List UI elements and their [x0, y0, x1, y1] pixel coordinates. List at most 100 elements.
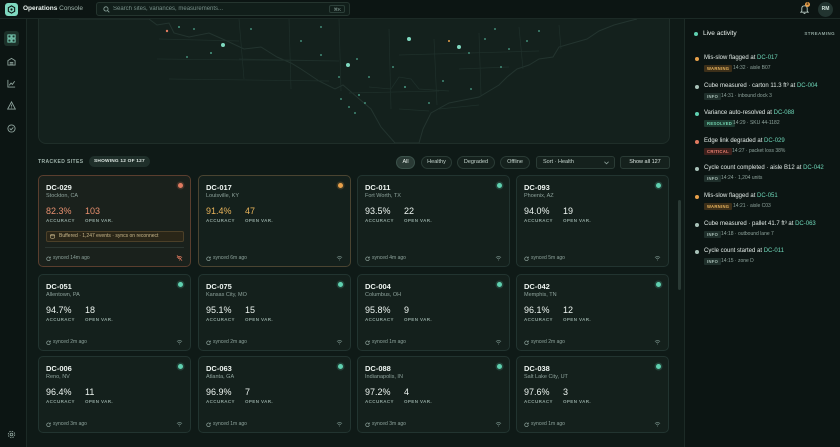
event-site-link[interactable]: DC-004	[796, 82, 818, 89]
site-location: Atlanta, GA	[206, 374, 235, 380]
event-site-link[interactable]: DC-017	[757, 55, 778, 61]
refresh-icon	[524, 256, 529, 261]
event-badge: WARNING	[704, 65, 733, 72]
activity-event[interactable]: Variance auto-resolved at DC-088 RESOLVED…	[695, 110, 840, 136]
filter-offline[interactable]: Offline	[500, 156, 530, 169]
site-card[interactable]: DC-042 Memphis, TN 96.1% 12 ACCURACY OPEN VAR…	[516, 274, 669, 351]
accuracy-label: ACCURACY	[365, 317, 394, 322]
event-meta: 14:18 · outbound lane 7	[721, 230, 774, 237]
accuracy-value: 94.7%	[46, 305, 72, 315]
nav-alerts[interactable]	[4, 98, 19, 113]
activity-event[interactable]: Cycle count completed · aisle B12 at DC-…	[695, 165, 840, 191]
event-message: Cube measured · carton 11.3 ft³ at	[704, 82, 797, 89]
status-dot	[178, 183, 183, 188]
site-card[interactable]: DC-006 Reno, NV 96.4% 11 ACCURACY OPEN VAR. sy…	[38, 356, 191, 433]
event-site-link[interactable]: DC-063	[795, 220, 816, 227]
nav-dashboard[interactable]	[4, 31, 19, 46]
activity-event[interactable]: Cube measured · carton 11.3 ft³ at DC-00…	[695, 83, 840, 109]
site-card[interactable]: DC-011 Fort Worth, TX 93.5% 22 ACCURACY OPEN …	[357, 175, 510, 267]
site-id: DC-017	[206, 183, 232, 192]
filter-all[interactable]: All	[396, 156, 415, 169]
accuracy-value: 95.1%	[206, 305, 232, 315]
database-icon	[50, 234, 55, 239]
search-input[interactable]	[113, 4, 313, 14]
event-site-link[interactable]: DC-029	[764, 137, 785, 144]
search-bar[interactable]: ⌘K	[96, 2, 350, 16]
wifi-icon	[654, 340, 661, 345]
sync-text: synced 6m ago	[213, 255, 247, 261]
nav-settings[interactable]	[4, 427, 19, 442]
sync-status: synced 1m ago	[206, 421, 247, 427]
warehouse-icon	[7, 57, 16, 66]
site-location: Louisville, KY	[206, 193, 240, 199]
accuracy-label: ACCURACY	[524, 399, 553, 404]
sync-status: synced 6m ago	[206, 255, 247, 261]
event-site-link[interactable]: DC-011	[763, 248, 784, 255]
activity-event[interactable]: Cube measured · pallet 41.7 ft³ at DC-06…	[695, 221, 840, 247]
site-card[interactable]: DC-063 Atlanta, GA 96.9% 7 ACCURACY OPEN VAR.…	[198, 356, 351, 433]
status-dot	[656, 364, 661, 369]
refresh-icon	[46, 422, 51, 427]
settings-icon	[7, 430, 16, 439]
wifi-icon	[495, 422, 502, 427]
accuracy-label: ACCURACY	[206, 317, 235, 322]
event-dot	[695, 167, 699, 172]
accuracy-label: ACCURACY	[206, 399, 235, 404]
site-map[interactable]	[38, 19, 670, 144]
open-variance-value: 12	[563, 305, 574, 315]
nav-warehouses[interactable]	[4, 54, 19, 69]
open-variance-value: 103	[85, 206, 101, 216]
refresh-icon	[524, 422, 529, 427]
event-site-link[interactable]: DC-088	[773, 110, 795, 117]
event-site-link[interactable]: DC-042	[803, 165, 824, 172]
avatar[interactable]: RM	[818, 2, 833, 17]
buffer-text: Buffered · 1,247 events · syncs on recon…	[59, 233, 159, 239]
activity-event[interactable]: Edge link degraded at DC-029 CRITICAL 14:2…	[695, 138, 840, 164]
site-card[interactable]: DC-075 Kansas City, MO 95.1% 15 ACCURACY OPEN…	[198, 274, 351, 351]
nav-checks[interactable]	[4, 121, 19, 136]
accuracy-label: ACCURACY	[365, 399, 394, 404]
event-site-link[interactable]: DC-051	[757, 193, 778, 199]
site-id: DC-029	[46, 183, 72, 192]
open-variance-value: 3	[563, 387, 569, 397]
accuracy-value: 96.1%	[524, 305, 550, 315]
event-text: Edge link degraded at DC-029	[704, 138, 785, 144]
event-text: Mis-slow flagged at DC-017	[704, 55, 778, 61]
site-card[interactable]: DC-004 Columbus, OH 95.8% 9 ACCURACY OPEN VAR…	[357, 274, 510, 351]
refresh-icon	[46, 340, 51, 345]
site-card[interactable]: DC-088 Indianapolis, IN 97.2% 4 ACCURACY OPEN…	[357, 356, 510, 433]
event-message: Cycle count completed · aisle B12 at	[704, 165, 804, 172]
sort-select[interactable]: Sort · Health	[536, 156, 615, 169]
event-badge: INFO	[704, 230, 722, 238]
nav-analytics[interactable]	[4, 76, 19, 91]
site-card[interactable]: DC-038 Salt Lake City, UT 97.6% 3 ACCURACY OP…	[516, 356, 669, 433]
site-card[interactable]: DC-029 Stockton, CA 82.3% 103 ACCURACY OPEN V…	[38, 175, 191, 267]
site-location: Columbus, OH	[365, 292, 402, 298]
activity-event[interactable]: Mis-slow flagged at DC-017 WARNING 14:32 ·…	[695, 55, 840, 81]
activity-event[interactable]: Cycle count started at DC-011 INFO 14:15 ·…	[695, 248, 840, 274]
activity-event[interactable]: Mis-slow flagged at DC-051 WARNING 14:21 ·…	[695, 193, 840, 219]
bell-icon[interactable]	[800, 4, 809, 14]
search-shortcut: ⌘K	[329, 5, 345, 13]
open-variance-label: OPEN VAR.	[85, 317, 114, 322]
notification-badge: 8	[805, 2, 810, 7]
filter-degraded[interactable]: Degraded	[457, 156, 495, 169]
scrollbar[interactable]	[678, 200, 681, 290]
card-divider	[45, 247, 184, 248]
event-dot	[695, 139, 699, 144]
show-all-button[interactable]: Show all 127	[620, 156, 670, 169]
app-logo-icon[interactable]	[5, 3, 18, 16]
filter-healthy[interactable]: Healthy	[421, 156, 452, 169]
event-badge: INFO	[704, 258, 722, 266]
site-card[interactable]: DC-051 Allentown, PA 94.7% 18 ACCURACY OPEN V…	[38, 274, 191, 351]
open-variance-value: 19	[563, 206, 574, 216]
open-variance-value: 4	[404, 387, 410, 397]
streaming-label: STREAMING	[804, 31, 835, 36]
event-message: Mis-slow flagged at	[704, 55, 758, 61]
feed-title: Live activity	[703, 30, 737, 37]
accuracy-value: 91.4%	[206, 206, 232, 216]
status-dot	[656, 183, 661, 188]
site-card[interactable]: DC-017 Louisville, KY 91.4% 47 ACCURACY OPEN …	[198, 175, 351, 267]
sync-text: synced 3m ago	[372, 421, 406, 427]
site-card[interactable]: DC-093 Phoenix, AZ 94.0% 19 ACCURACY OPEN VAR…	[516, 175, 669, 267]
